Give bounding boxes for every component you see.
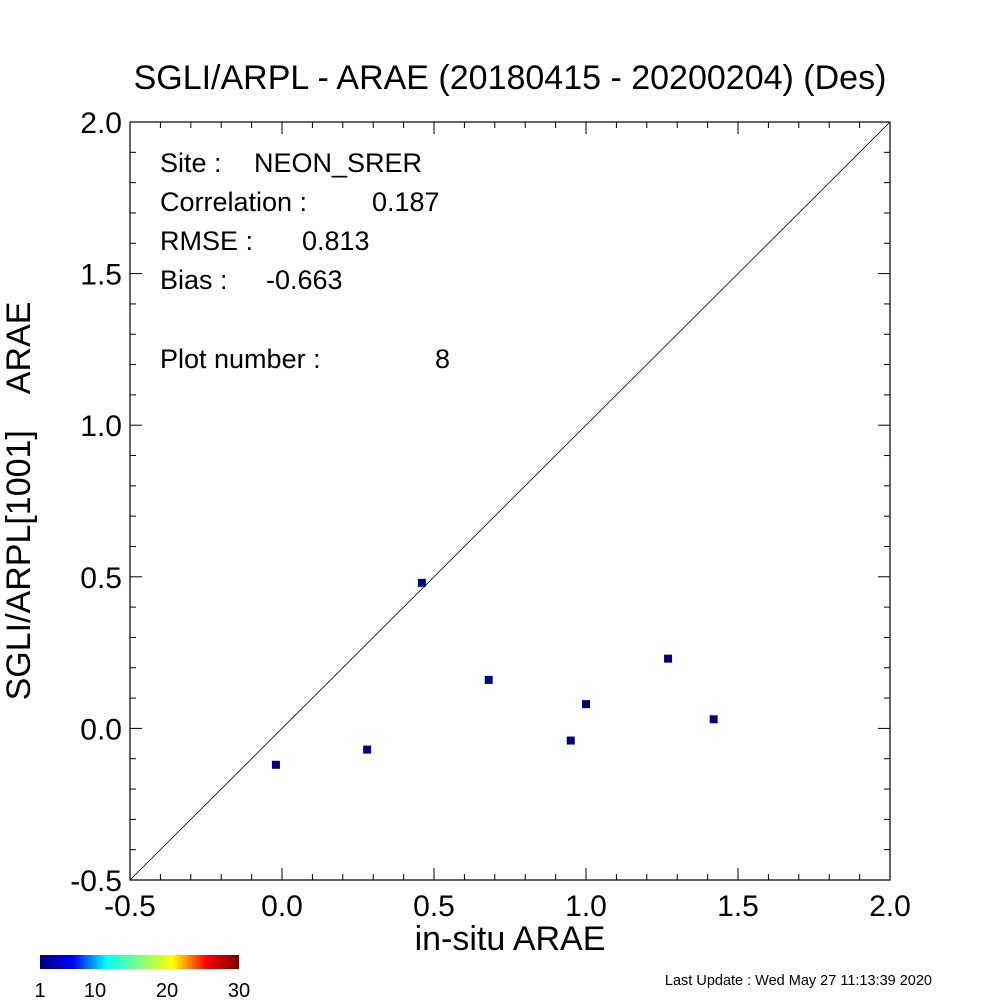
x-tick-label: 0.0 (261, 890, 303, 923)
stat-correlation-value: 0.187 (372, 187, 440, 217)
data-point (582, 700, 590, 709)
data-point (271, 760, 280, 769)
x-tick-label: 2.0 (869, 890, 911, 923)
one-to-one-line (129, 121, 891, 881)
y-tick-label: 2.0 (80, 107, 122, 140)
x-tick-label: 1.0 (565, 890, 607, 923)
y-tick-label: 0.5 (80, 562, 122, 595)
data-point (417, 578, 426, 587)
stat-rmse-value: 0.813 (302, 226, 370, 256)
stat-bias-label: Bias : (160, 265, 228, 295)
y-axis-label: SGLI/ARPL[1001] ARAE (0, 302, 38, 701)
stat-site-label: Site : (160, 148, 222, 178)
colorbar-tick-label: 30 (228, 980, 250, 1000)
colorbar-tick-label: 1 (34, 980, 45, 1000)
stats-box: Site : NEON_SRER Correlation : 0.187 RMS… (160, 148, 450, 374)
data-points (271, 578, 718, 769)
stat-plot-number-label: Plot number : (160, 344, 321, 374)
x-tick-label: 0.5 (413, 890, 455, 923)
colorbar (40, 955, 239, 969)
data-point (363, 745, 372, 754)
data-point (484, 675, 493, 684)
x-tick-label: 1.5 (717, 890, 759, 923)
stat-correlation-label: Correlation : (160, 187, 307, 217)
x-tick-labels: -0.5 0.0 0.5 1.0 1.5 2.0 (104, 890, 911, 923)
chart-title: SGLI/ARPL - ARAE (20180415 - 20200204) (… (134, 59, 887, 97)
data-point (664, 654, 673, 663)
plot-frame (129, 121, 891, 881)
axis-ticks (129, 121, 891, 881)
y-tick-labels: -0.5 0.0 0.5 1.0 1.5 2.0 (70, 107, 122, 898)
colorbar-tick-labels: 1 10 20 30 (34, 980, 250, 1000)
y-tick-label: -0.5 (70, 865, 122, 898)
y-tick-label: 0.0 (80, 713, 122, 746)
x-tick-label: -0.5 (104, 890, 156, 923)
stat-bias-value: -0.663 (266, 265, 343, 295)
y-tick-label: 1.5 (80, 259, 122, 292)
stat-plot-number-value: 8 (435, 344, 450, 374)
colorbar-tick-label: 10 (84, 980, 106, 1000)
data-point (709, 715, 718, 724)
y-tick-label: 1.0 (80, 410, 122, 443)
stat-site-value: NEON_SRER (254, 148, 422, 178)
stat-rmse-label: RMSE : (160, 226, 253, 256)
last-update-text: Last Update : Wed May 27 11:13:39 2020 (665, 973, 932, 989)
colorbar-tick-label: 20 (156, 980, 178, 1000)
data-point (566, 736, 575, 745)
x-axis-label: in-situ ARAE (415, 920, 606, 958)
